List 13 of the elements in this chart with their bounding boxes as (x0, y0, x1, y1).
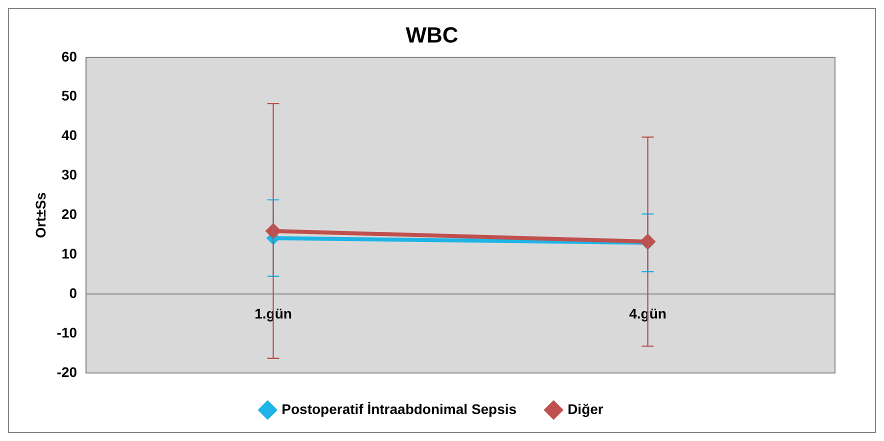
y-tick-label: 40 (61, 127, 78, 144)
chart-title: WBC (406, 22, 458, 48)
legend-label: Postoperatif İntraabdonimal Sepsis (282, 400, 517, 417)
y-tick-label: 50 (61, 88, 78, 104)
y-tick-label: -10 (56, 324, 78, 340)
y-tick-label: 10 (61, 246, 78, 262)
y-tick-label: -20 (56, 364, 78, 380)
y-tick-label: 0 (69, 284, 78, 301)
y-axis-title: Ort±Ss (32, 192, 48, 238)
y-tick-label: 20 (61, 206, 78, 222)
y-tick-label: 30 (61, 166, 78, 183)
y-tick-label: 60 (61, 48, 78, 64)
legend-label: Diğer (568, 400, 604, 417)
